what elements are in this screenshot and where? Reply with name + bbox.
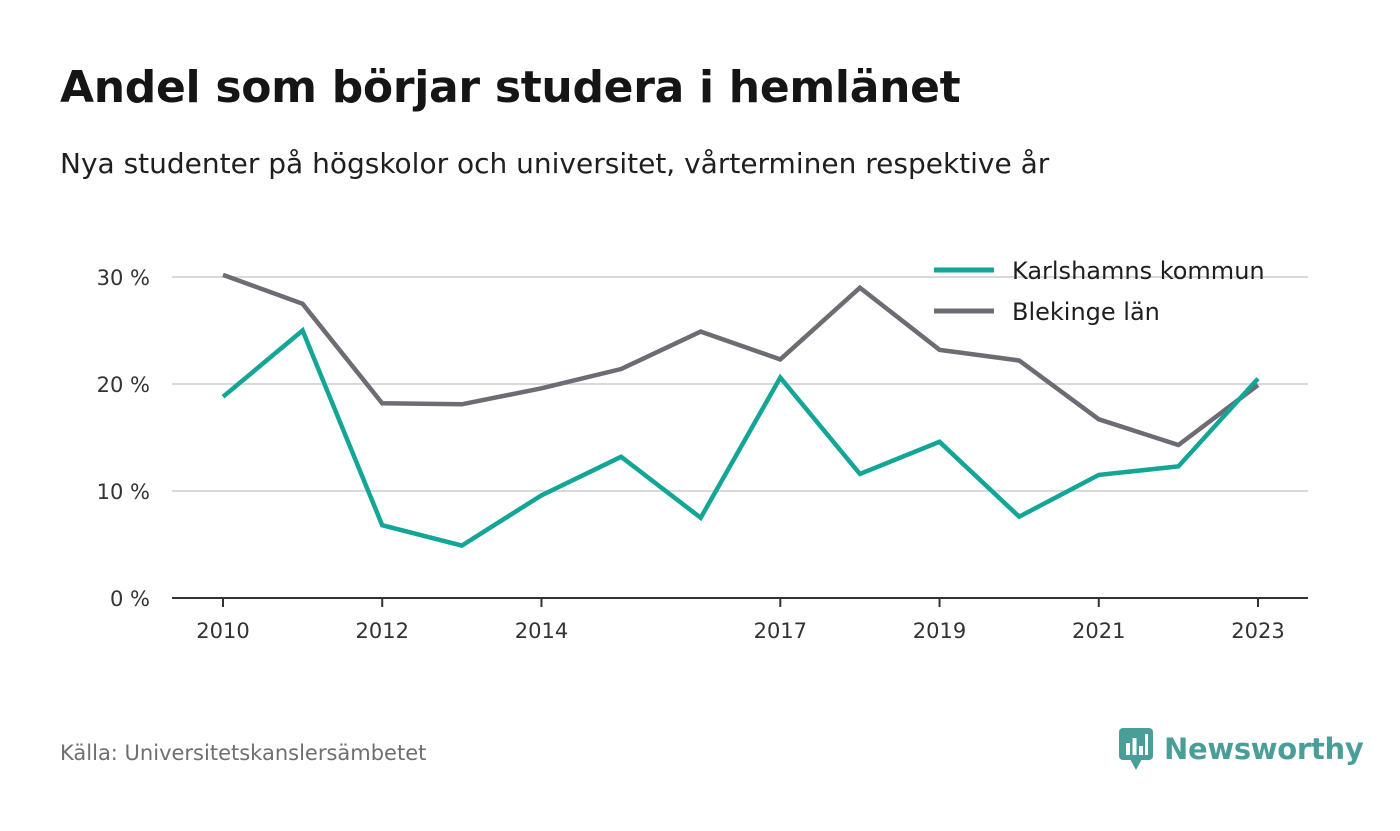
x-tick-label-2012: 2012 [356,619,409,643]
chart-subtitle: Nya studenter på högskolor och universit… [60,147,1050,180]
source-note: Källa: Universitetskanslersämbetet [60,741,427,765]
y-tick-label-30: 30 % [97,266,150,290]
legend-label-karlshamns-kommun: Karlshamns kommun [1012,257,1265,285]
x-tick-label-2019: 2019 [913,619,966,643]
line-chart: 0 % 10 % 20 % 30 % 2010 2012 2014 2017 2019 2021 2… [97,257,1308,643]
series-line-blekinge-l-n [222,272,1260,448]
x-tick-label-2023: 2023 [1231,619,1284,643]
series-line-karlshamns-kommun [221,326,1260,549]
y-tick-label-0: 0 % [110,587,150,611]
brand-name: Newsworthy [1164,732,1364,766]
x-tick-label-2021: 2021 [1072,619,1125,643]
chart-title: Andel som börjar studera i hemlänet [60,62,961,113]
x-tick-label-2017: 2017 [754,619,807,643]
y-tick-label-20: 20 % [97,373,150,397]
x-tick-label-2014: 2014 [515,619,568,643]
y-tick-label-10: 10 % [97,480,150,504]
brand[interactable]: Newsworthy [1118,726,1364,772]
legend-label-blekinge-l-n: Blekinge län [1012,298,1160,326]
newsworthy-logo-icon [1119,728,1153,770]
x-tick-label-2010: 2010 [196,619,249,643]
